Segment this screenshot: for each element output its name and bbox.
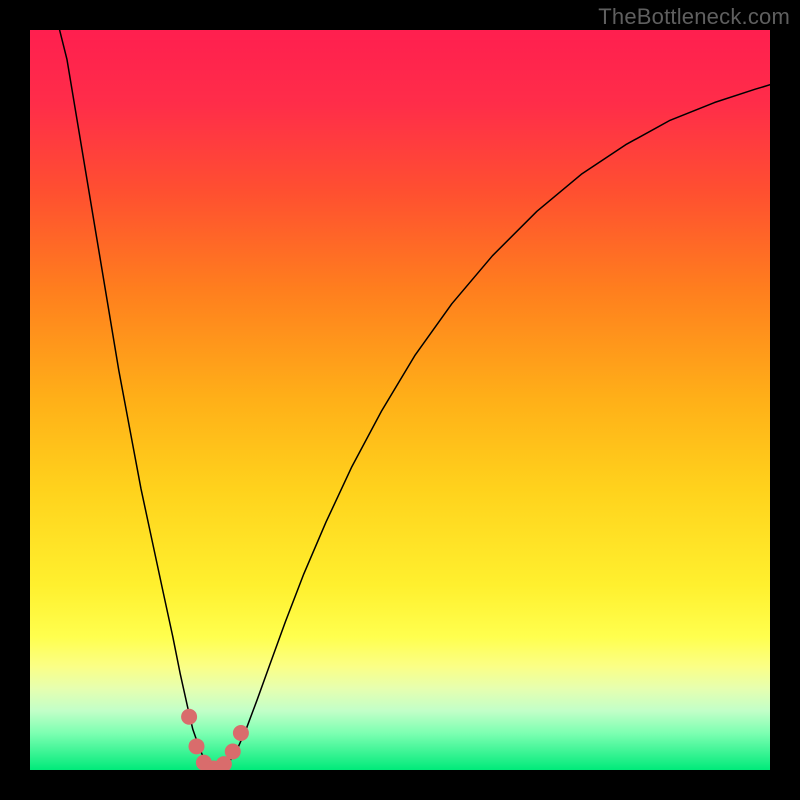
curve-marker [233, 725, 249, 741]
bottleneck-chart [30, 30, 770, 770]
chart-frame: TheBottleneck.com [0, 0, 800, 800]
gradient-background [30, 30, 770, 770]
curve-marker [225, 744, 241, 760]
watermark-text: TheBottleneck.com [598, 4, 790, 30]
curve-marker [181, 709, 197, 725]
plot-area [30, 30, 770, 770]
curve-marker [189, 738, 205, 754]
